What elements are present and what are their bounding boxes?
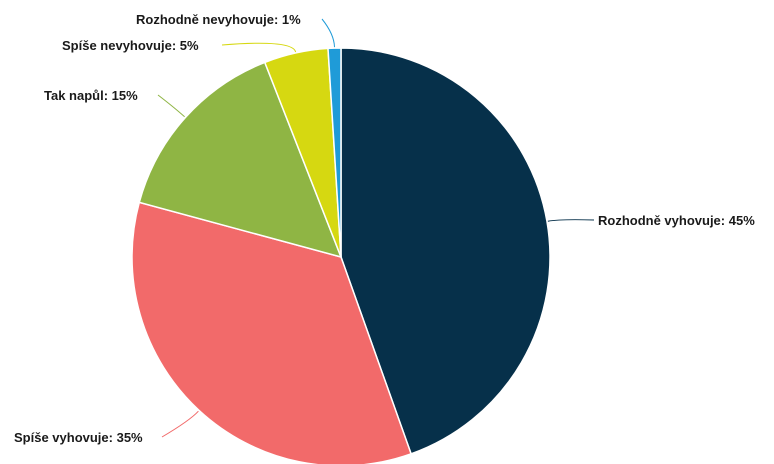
label-connectors [157, 18, 595, 438]
pie-slice-1 [340, 47, 551, 455]
pie-slices [131, 47, 551, 464]
label-tak-napul: Tak napůl: 15% [44, 88, 138, 103]
label-connector-3 [157, 94, 185, 118]
label-connector-1 [547, 219, 595, 222]
label-connector-2 [161, 410, 199, 438]
pie-slice-3 [138, 61, 343, 259]
pie-slice-2 [131, 201, 413, 464]
label-spise-vyhovuje: Spíše vyhovuje: 35% [14, 430, 143, 445]
label-rozhodne-nevyhovuje: Rozhodně nevyhovuje: 1% [136, 12, 301, 27]
label-connector-5 [321, 18, 335, 48]
pie-slice-5 [327, 47, 342, 258]
label-rozhodne-vyhovuje: Rozhodně vyhovuje: 45% [598, 213, 755, 228]
label-connector-4 [221, 42, 297, 53]
slice-labels: Rozhodně vyhovuje: 45% Spíše vyhovuje: 3… [14, 12, 755, 445]
label-spise-nevyhovuje: Spíše nevyhovuje: 5% [62, 38, 199, 53]
